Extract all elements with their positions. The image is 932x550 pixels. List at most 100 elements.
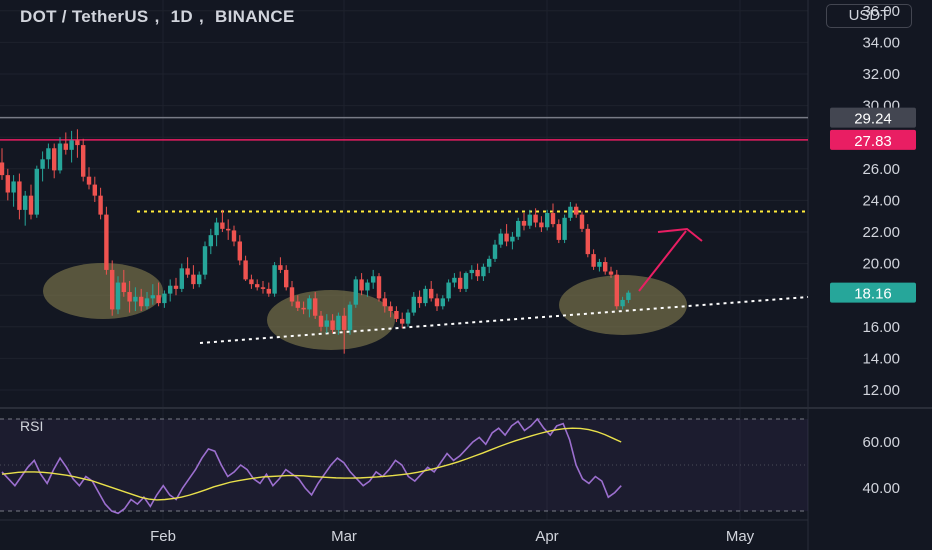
candle-body bbox=[179, 268, 184, 289]
y-tick-label: 26.00 bbox=[862, 161, 900, 178]
candle-body bbox=[591, 254, 596, 267]
candle-body bbox=[359, 279, 364, 291]
candle-body bbox=[475, 269, 480, 277]
candle-body bbox=[434, 298, 440, 307]
rsi-tick-label: 60.00 bbox=[862, 434, 900, 451]
y-tick-label: 22.00 bbox=[862, 224, 900, 241]
candle-body bbox=[214, 222, 219, 236]
candle-body bbox=[585, 228, 590, 255]
price-label-text: 29.24 bbox=[854, 111, 892, 128]
y-tick-label: 34.00 bbox=[862, 34, 900, 51]
candle-body bbox=[603, 262, 608, 272]
x-tick-label: May bbox=[726, 528, 755, 545]
candle-body bbox=[301, 307, 306, 310]
candle-body bbox=[52, 148, 57, 171]
candle-body bbox=[226, 228, 231, 231]
candle-body bbox=[313, 298, 318, 316]
candle-body bbox=[295, 301, 300, 308]
candle-body bbox=[133, 296, 138, 302]
candle-body bbox=[255, 284, 260, 288]
candle-body bbox=[353, 279, 358, 305]
candle-body bbox=[289, 287, 295, 302]
interval-label[interactable]: 1D bbox=[170, 7, 193, 26]
rsi-ma-line bbox=[1, 427, 622, 501]
candle-body bbox=[347, 304, 353, 330]
candle-body bbox=[597, 262, 602, 267]
candle-body bbox=[69, 140, 74, 150]
candlestick-series bbox=[0, 129, 631, 354]
candle-body bbox=[63, 143, 68, 150]
candle-body bbox=[249, 279, 254, 285]
candle-body bbox=[614, 274, 619, 307]
candle-body bbox=[405, 312, 411, 324]
candle-body bbox=[98, 195, 103, 215]
candle-body bbox=[231, 230, 237, 242]
highlight-zones bbox=[43, 263, 687, 350]
candle-body bbox=[579, 214, 585, 229]
candle-body bbox=[394, 311, 399, 319]
candle-body bbox=[28, 195, 34, 215]
candle-body bbox=[440, 298, 445, 307]
candle-body bbox=[608, 271, 614, 275]
candle-body bbox=[336, 315, 341, 330]
candle-body bbox=[481, 266, 486, 277]
candle-body bbox=[121, 282, 126, 293]
candle-body bbox=[365, 282, 370, 291]
candle-body bbox=[40, 159, 45, 169]
candle-body bbox=[11, 181, 16, 193]
horizontal-lines bbox=[0, 116, 808, 141]
price-label-text: 18.16 bbox=[854, 286, 892, 303]
candle-body bbox=[469, 269, 474, 274]
candle-body bbox=[208, 235, 213, 247]
candle-body bbox=[0, 162, 5, 176]
candle-body bbox=[272, 265, 277, 294]
candle-body bbox=[376, 276, 382, 299]
support-zone-ellipse bbox=[43, 263, 163, 319]
candle-body bbox=[510, 236, 515, 242]
candle-body bbox=[521, 220, 527, 226]
candle-body bbox=[324, 320, 329, 327]
rsi-pane bbox=[0, 417, 808, 515]
symbol-label[interactable]: DOT / TetherUS bbox=[20, 7, 149, 26]
x-tick-label: Apr bbox=[535, 528, 558, 545]
candle-body bbox=[17, 181, 22, 210]
candle-body bbox=[243, 260, 248, 280]
candle-body bbox=[260, 287, 266, 289]
candle-body bbox=[539, 222, 544, 228]
candle-body bbox=[34, 168, 39, 215]
candle-body bbox=[371, 276, 376, 283]
candle-body bbox=[266, 288, 271, 294]
candle-body bbox=[527, 214, 532, 226]
candle-body bbox=[463, 273, 469, 289]
price-label-box bbox=[830, 129, 916, 150]
candle-body bbox=[446, 282, 451, 299]
candle-body bbox=[574, 206, 579, 215]
candle-body bbox=[458, 277, 463, 289]
rsi-title: RSI bbox=[20, 418, 44, 434]
candle-body bbox=[173, 285, 179, 289]
y-tick-label: 32.00 bbox=[862, 66, 900, 83]
candle-body bbox=[492, 244, 498, 259]
candle-body bbox=[318, 315, 324, 327]
candle-body bbox=[23, 195, 28, 210]
candle-body bbox=[168, 285, 173, 294]
currency-button[interactable]: USDT bbox=[826, 4, 912, 28]
candle-body bbox=[139, 296, 144, 307]
rsi-tick-label: 40.00 bbox=[862, 480, 900, 497]
candle-body bbox=[452, 277, 457, 283]
y-tick-label: 12.00 bbox=[862, 382, 900, 399]
candle-body bbox=[115, 282, 121, 310]
candle-body bbox=[75, 140, 80, 146]
candle-body bbox=[568, 206, 573, 218]
arrow-head bbox=[657, 227, 703, 242]
candle-body bbox=[284, 269, 289, 288]
candle-body bbox=[86, 176, 92, 185]
x-tick-label: Feb bbox=[150, 528, 176, 545]
candle-body bbox=[498, 233, 503, 245]
candle-body bbox=[185, 268, 190, 275]
candle-body bbox=[104, 214, 109, 270]
candle-body bbox=[487, 258, 492, 267]
price-label-box bbox=[830, 282, 916, 303]
